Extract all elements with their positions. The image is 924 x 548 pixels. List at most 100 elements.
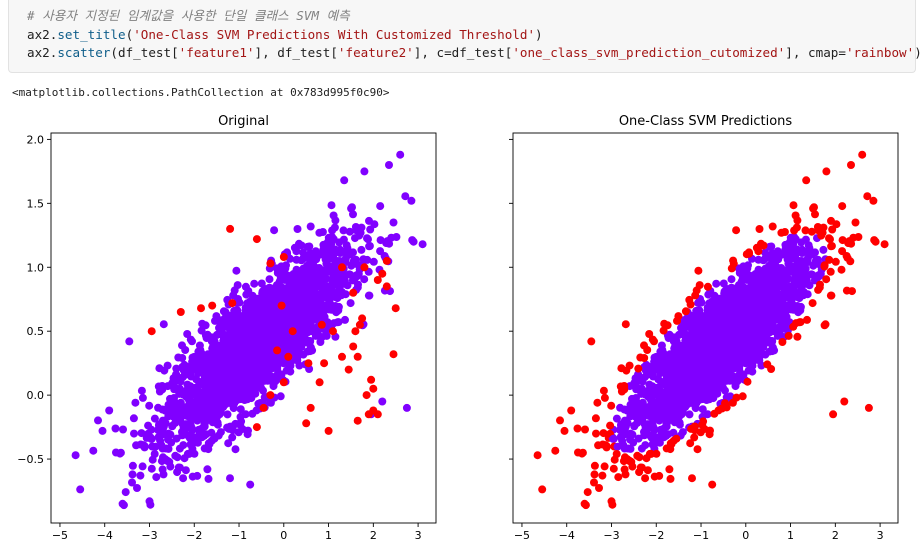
code-token: scatter bbox=[57, 45, 111, 60]
inlier-point bbox=[302, 280, 311, 289]
outlier-point bbox=[665, 465, 674, 474]
outlier-point bbox=[694, 266, 703, 275]
outlier-point bbox=[600, 462, 609, 471]
outlier-point bbox=[349, 288, 358, 297]
inlier-point bbox=[243, 430, 252, 439]
inlier-point bbox=[125, 337, 134, 346]
outlier-point bbox=[591, 414, 600, 423]
inlier-point bbox=[292, 284, 301, 293]
code-token: ) bbox=[535, 27, 543, 42]
outlier-point bbox=[252, 423, 261, 432]
inlier-point bbox=[259, 386, 267, 395]
outlier-point bbox=[614, 473, 623, 482]
inlier-point bbox=[136, 471, 145, 480]
outlier-point bbox=[792, 223, 801, 232]
inlier-point bbox=[240, 396, 249, 404]
inlier-point bbox=[224, 323, 233, 332]
inlier-point bbox=[183, 411, 192, 420]
outlier-point bbox=[847, 161, 855, 169]
inlier-point bbox=[148, 455, 157, 464]
inlier-point bbox=[261, 337, 269, 346]
inlier-point bbox=[273, 268, 282, 277]
inlier-point bbox=[369, 257, 378, 266]
code-token: 'feature2' bbox=[337, 45, 414, 60]
inlier-point bbox=[333, 291, 341, 300]
inlier-point bbox=[205, 377, 214, 386]
inlier-point bbox=[190, 398, 199, 407]
inlier-point bbox=[138, 462, 147, 471]
outlier-point bbox=[621, 320, 630, 329]
inlier-point bbox=[218, 398, 227, 407]
outlier-point bbox=[351, 327, 360, 336]
inlier-point bbox=[637, 444, 646, 453]
outlier-point bbox=[567, 406, 576, 415]
inlier-point bbox=[182, 424, 191, 433]
inlier-point bbox=[347, 204, 356, 213]
outlier-point bbox=[729, 256, 738, 265]
outlier-point bbox=[825, 234, 833, 243]
outlier-point bbox=[822, 275, 831, 284]
inlier-point bbox=[236, 405, 245, 414]
outlier-point bbox=[344, 365, 353, 374]
inlier-point bbox=[819, 245, 828, 254]
outlier-point bbox=[320, 359, 329, 368]
inlier-point bbox=[250, 341, 258, 350]
inlier-point bbox=[329, 249, 338, 258]
inlier-point bbox=[811, 248, 819, 257]
inlier-point bbox=[276, 392, 285, 401]
outlier-point bbox=[821, 320, 830, 329]
inlier-point bbox=[193, 471, 202, 480]
x-tick-label: −2 bbox=[186, 529, 202, 542]
inlier-point bbox=[709, 394, 718, 403]
outlier-point bbox=[827, 242, 836, 251]
outlier-point bbox=[279, 378, 288, 387]
outlier-point bbox=[551, 446, 560, 455]
inlier-point bbox=[190, 362, 199, 370]
inlier-point bbox=[232, 266, 241, 275]
inlier-point bbox=[159, 320, 168, 329]
inlier-point bbox=[335, 278, 344, 287]
inlier-point bbox=[129, 414, 138, 423]
inlier-point bbox=[234, 321, 243, 330]
code-line-set-title: ax2.set_title('One-Class SVM Predictions… bbox=[27, 26, 543, 43]
outlier-point bbox=[538, 485, 547, 494]
inlier-point bbox=[248, 320, 257, 328]
outlier-point bbox=[827, 216, 835, 225]
outlier-point bbox=[349, 342, 358, 351]
outlier-point bbox=[696, 428, 705, 437]
inlier-point bbox=[650, 426, 659, 434]
inlier-point bbox=[144, 421, 153, 430]
inlier-point bbox=[158, 416, 167, 425]
inlier-point bbox=[293, 225, 302, 233]
inlier-point bbox=[128, 461, 137, 470]
outlier-point bbox=[826, 267, 835, 276]
inlier-point bbox=[202, 385, 211, 394]
inlier-point bbox=[675, 420, 684, 429]
inlier-point bbox=[246, 297, 254, 306]
axes-frame bbox=[512, 132, 899, 524]
inlier-point bbox=[105, 406, 114, 415]
inlier-point bbox=[705, 299, 714, 308]
inlier-point bbox=[285, 362, 294, 371]
inlier-point bbox=[202, 334, 211, 342]
inlier-point bbox=[228, 433, 237, 442]
inlier-point bbox=[172, 370, 181, 379]
inlier-point bbox=[145, 497, 154, 506]
outlier-point bbox=[808, 299, 817, 308]
inlier-point bbox=[271, 377, 280, 386]
code-cell[interactable]: # 사용자 지정된 임계값을 사용한 단일 클래스 SVM 예측 ax2.set… bbox=[8, 0, 922, 73]
inlier-point bbox=[131, 398, 140, 407]
outlier-point bbox=[745, 248, 753, 257]
outlier-point bbox=[693, 445, 702, 454]
inlier-point bbox=[188, 433, 196, 442]
outlier-point bbox=[642, 454, 651, 463]
inlier-point bbox=[166, 394, 174, 403]
x-tick-label: −2 bbox=[648, 529, 664, 542]
inlier-point bbox=[655, 438, 664, 447]
outlier-point bbox=[838, 202, 847, 211]
inlier-point bbox=[270, 329, 279, 338]
outlier-point bbox=[587, 337, 596, 346]
outlier-point bbox=[625, 361, 634, 370]
inlier-point bbox=[418, 240, 427, 249]
inlier-point bbox=[691, 404, 700, 413]
